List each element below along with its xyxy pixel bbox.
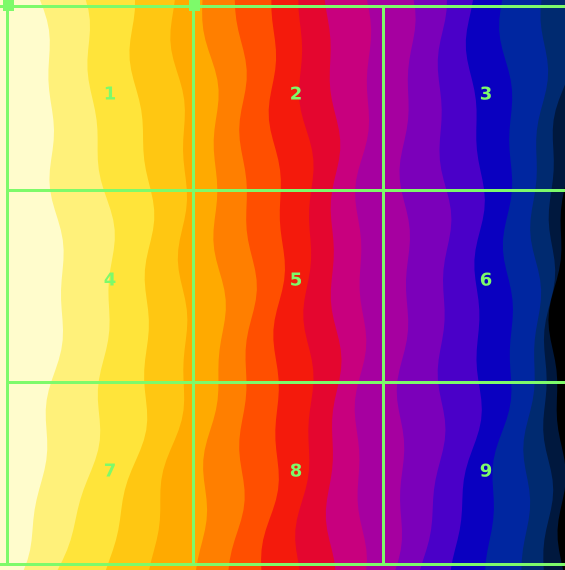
grid-border-top — [0, 5, 565, 8]
cell-label-2[interactable]: 2 — [289, 83, 303, 105]
cell-label-7[interactable]: 7 — [103, 460, 117, 482]
cell-label-4[interactable]: 4 — [103, 269, 117, 291]
cell-label-3[interactable]: 3 — [479, 83, 493, 105]
grid-border-left — [6, 5, 9, 566]
cell-label-5[interactable]: 5 — [289, 269, 303, 291]
contour-band-17 — [548, 186, 565, 570]
corner-handle-top-mid[interactable] — [189, 0, 200, 11]
corner-handle-top-left[interactable] — [3, 0, 14, 11]
grid-line-vertical-2 — [382, 5, 385, 566]
cell-label-1[interactable]: 1 — [103, 83, 117, 105]
cell-label-6[interactable]: 6 — [479, 269, 493, 291]
grid-line-horizontal-1 — [6, 189, 565, 192]
cell-label-8[interactable]: 8 — [289, 460, 303, 482]
grid-line-horizontal-2 — [6, 381, 565, 384]
grid-line-vertical-1 — [192, 5, 195, 566]
cell-label-9[interactable]: 9 — [479, 460, 493, 482]
grid-border-bottom — [0, 563, 565, 566]
